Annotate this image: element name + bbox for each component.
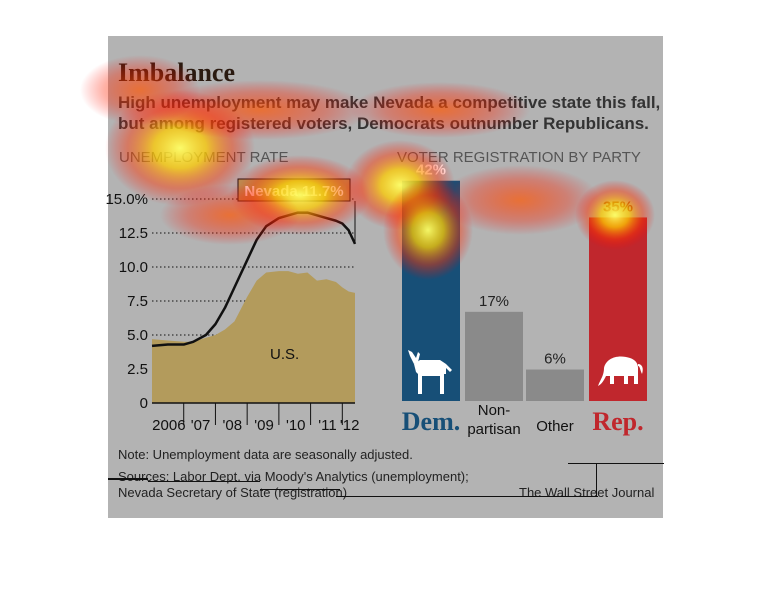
bar-value-label: 35% bbox=[603, 198, 633, 215]
sources-line1: Sources: Labor Dept. via Moody's Analyti… bbox=[118, 469, 469, 484]
publisher-credit: The Wall Street Journal bbox=[519, 485, 655, 500]
x-tick-label: '10 bbox=[286, 417, 306, 434]
donkey-tail bbox=[446, 364, 452, 372]
bar-value-label: 17% bbox=[479, 293, 509, 310]
scribble-rule-6 bbox=[568, 463, 664, 464]
footnote: Note: Unemployment data are seasonally a… bbox=[118, 447, 413, 462]
y-tick-label: 0 bbox=[140, 395, 148, 412]
category-label-dem: Dem. bbox=[402, 407, 460, 436]
bar-other bbox=[526, 369, 584, 401]
x-tick-label: '09 bbox=[254, 417, 274, 434]
nevada-annotation: Nevada 11.7% bbox=[244, 183, 343, 200]
x-tick-label: '08 bbox=[223, 417, 243, 434]
donkey-icon bbox=[408, 350, 452, 394]
scribble-rule-3 bbox=[260, 489, 340, 490]
sources-line2: Nevada Secretary of State (registration) bbox=[118, 485, 348, 500]
elephant-trunk-tail bbox=[638, 364, 643, 374]
y-tick-label: 7.5 bbox=[127, 293, 148, 310]
y-tick-label: 10.0 bbox=[119, 259, 148, 276]
bar-nonpartisan bbox=[465, 311, 523, 401]
us-unemployment-area bbox=[152, 271, 355, 403]
y-tick-label: 5.0 bbox=[127, 327, 148, 344]
registration-chart-title: VOTER REGISTRATION BY PARTY bbox=[397, 149, 641, 166]
y-tick-label: 15.0% bbox=[105, 191, 148, 208]
donkey-head bbox=[408, 350, 420, 364]
category-label-nonpartisan-line1: Non- bbox=[478, 402, 511, 419]
bar-value-label: 6% bbox=[544, 351, 566, 368]
elephant-icon bbox=[598, 356, 643, 386]
scribble-rule-1 bbox=[108, 478, 148, 480]
us-series-label: U.S. bbox=[270, 346, 299, 363]
category-label-other: Other bbox=[536, 418, 574, 435]
scribble-rule-2 bbox=[148, 481, 260, 482]
category-label-nonpartisan-line2: partisan bbox=[467, 421, 520, 438]
y-tick-label: 12.5 bbox=[119, 225, 148, 242]
x-tick-label: '07 bbox=[191, 417, 211, 434]
scribble-rule-4 bbox=[336, 496, 598, 497]
category-label-rep: Rep. bbox=[592, 407, 643, 436]
elephant-body bbox=[598, 356, 638, 386]
x-tick-label: '12 bbox=[340, 417, 360, 434]
x-tick-label: '11 bbox=[318, 417, 336, 434]
donkey-body bbox=[414, 360, 446, 394]
bar-value-label: 42% bbox=[416, 162, 446, 179]
y-tick-label: 2.5 bbox=[127, 361, 148, 378]
x-tick-label: 2006 bbox=[152, 417, 185, 434]
scribble-rule-5 bbox=[596, 464, 597, 497]
